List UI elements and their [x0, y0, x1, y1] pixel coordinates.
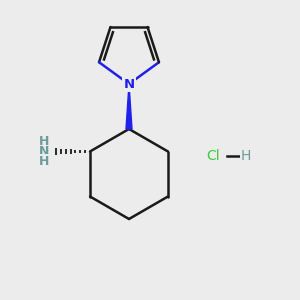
- Text: H: H: [39, 135, 50, 148]
- Text: Cl: Cl: [206, 149, 220, 163]
- Polygon shape: [126, 84, 132, 129]
- Text: H: H: [241, 149, 251, 163]
- Text: H: H: [39, 154, 50, 168]
- Text: N: N: [123, 77, 135, 91]
- Text: N: N: [39, 145, 50, 158]
